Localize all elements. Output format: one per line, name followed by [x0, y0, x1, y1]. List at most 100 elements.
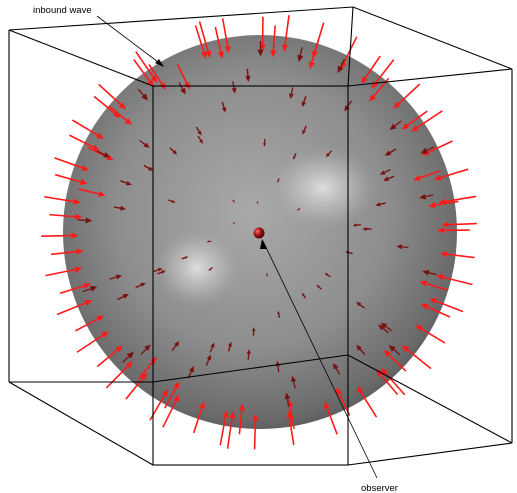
sphere-highlight-lower	[153, 228, 241, 308]
wave-arrow-head	[221, 107, 227, 113]
wave-arrow-head	[356, 385, 364, 394]
wave-arrow-head	[438, 198, 447, 205]
wave-arrow-head	[375, 202, 381, 207]
wave-arrow-head	[147, 79, 154, 87]
wave-arrow-shaft	[379, 202, 386, 205]
wave-arrow-shaft	[340, 58, 346, 68]
wave-arrow-head	[229, 411, 236, 419]
wave-arrow-shaft	[442, 276, 473, 286]
wave-arrow-shaft	[214, 26, 222, 53]
wave-arrow-shaft	[428, 272, 437, 276]
wave-arrow-shaft	[373, 77, 390, 97]
wave-arrow-shaft	[314, 22, 325, 52]
wave-arrow-shaft	[208, 268, 212, 271]
wave-arrow-head	[296, 208, 299, 211]
wave-arrow-head	[140, 282, 146, 288]
wave-arrow-shaft	[149, 394, 166, 421]
wave-arrow-shaft	[117, 295, 125, 301]
wave-arrow-head	[126, 351, 134, 359]
wave-arrow-shaft	[76, 334, 104, 353]
wave-arrow-head	[257, 49, 264, 57]
wave-arrow-shaft	[93, 95, 116, 115]
wave-arrow-shaft	[137, 88, 145, 96]
wave-arrow-head	[439, 251, 448, 258]
wave-arrow-shaft	[440, 168, 469, 179]
wave-arrow-shaft	[45, 268, 76, 277]
wave-arrow-shaft	[120, 180, 127, 184]
wave-arrow-shaft	[387, 175, 395, 180]
wave-arrow-head	[210, 342, 215, 348]
wave-arrow-head	[198, 401, 205, 410]
observer-arrowhead	[260, 239, 267, 249]
wave-arrow-shaft	[359, 391, 378, 418]
wave-arrow-shaft	[143, 164, 150, 170]
wave-arrow-shaft	[389, 148, 397, 154]
observer-label: observer	[361, 483, 398, 493]
wave-arrow-head	[316, 284, 320, 288]
wave-arrow-shaft	[318, 286, 322, 290]
inbound-wave-label: inbound wave	[33, 5, 92, 16]
wave-arrow-head	[344, 105, 350, 112]
wave-arrow-head	[75, 213, 83, 220]
wave-arrow-head	[161, 388, 169, 397]
wave-arrow-shaft	[303, 125, 307, 131]
wave-arrow-head	[209, 240, 212, 243]
wave-arrow-shaft	[157, 271, 163, 275]
wave-arrow-head	[324, 401, 331, 410]
wave-arrow-head	[383, 176, 390, 181]
wave-arrow-shaft	[435, 300, 464, 313]
wave-arrow-head	[286, 410, 293, 419]
wave-arrow-shaft	[227, 345, 231, 352]
wave-arrow-shaft	[426, 146, 435, 152]
wave-arrow-head	[83, 282, 91, 289]
wave-arrow-shaft	[375, 59, 395, 84]
wave-arrow-shaft	[209, 346, 214, 353]
wave-arrow-shaft	[253, 420, 257, 450]
wave-arrow-shaft	[77, 219, 86, 222]
wave-arrow-shaft	[198, 21, 209, 52]
wave-arrow-shaft	[326, 407, 338, 435]
wave-arrow-shaft	[195, 126, 200, 132]
wave-arrow-shaft	[388, 354, 407, 372]
wave-arrow-shaft	[221, 101, 225, 109]
wave-arrow-head	[419, 193, 427, 200]
wave-arrow-head	[81, 164, 90, 171]
wave-arrow-shaft	[82, 288, 92, 293]
wave-arrow-head	[301, 292, 305, 296]
wave-arrow-head	[436, 274, 444, 281]
wave-arrow-shaft	[148, 63, 163, 85]
wave-arrow-head	[71, 232, 79, 239]
wave-arrow-head	[413, 174, 421, 181]
wave-arrow-head	[252, 413, 259, 421]
wave-arrow-shaft	[135, 51, 154, 78]
wave-arrow-head	[356, 301, 362, 307]
wave-arrow-head	[263, 143, 267, 147]
wave-arrow-shaft	[49, 213, 76, 218]
wave-arrow-head	[388, 345, 396, 352]
wave-arrow-shaft	[406, 349, 432, 370]
wave-arrow-shaft	[406, 110, 428, 127]
wave-arrow-shaft	[139, 139, 146, 146]
wave-arrow-shaft	[96, 349, 118, 368]
wave-arrow-shaft	[385, 325, 392, 332]
wave-arrow-shaft	[290, 87, 294, 94]
wave-arrow-head	[325, 152, 330, 158]
wave-arrow-shaft	[416, 110, 443, 129]
wave-arrow-head	[289, 93, 294, 100]
wave-arrow-head	[115, 345, 123, 353]
wave-arrow-shaft	[297, 207, 301, 211]
wave-arrow-shaft	[286, 398, 290, 407]
wave-arrow-shaft	[419, 170, 441, 179]
wave-arrow-head	[384, 150, 392, 156]
wave-arrow-head	[210, 267, 213, 270]
wave-arrow-shaft	[394, 120, 402, 127]
wave-arrow-shaft	[169, 147, 175, 153]
wave-arrow-shaft	[335, 367, 341, 375]
wave-arrow-head	[144, 344, 151, 351]
wave-arrow-shaft	[364, 55, 381, 79]
wave-arrow-head	[337, 65, 344, 74]
wave-arrow-head	[103, 151, 111, 158]
wave-arrow-head	[143, 142, 150, 148]
wave-arrow-shaft	[167, 199, 173, 202]
